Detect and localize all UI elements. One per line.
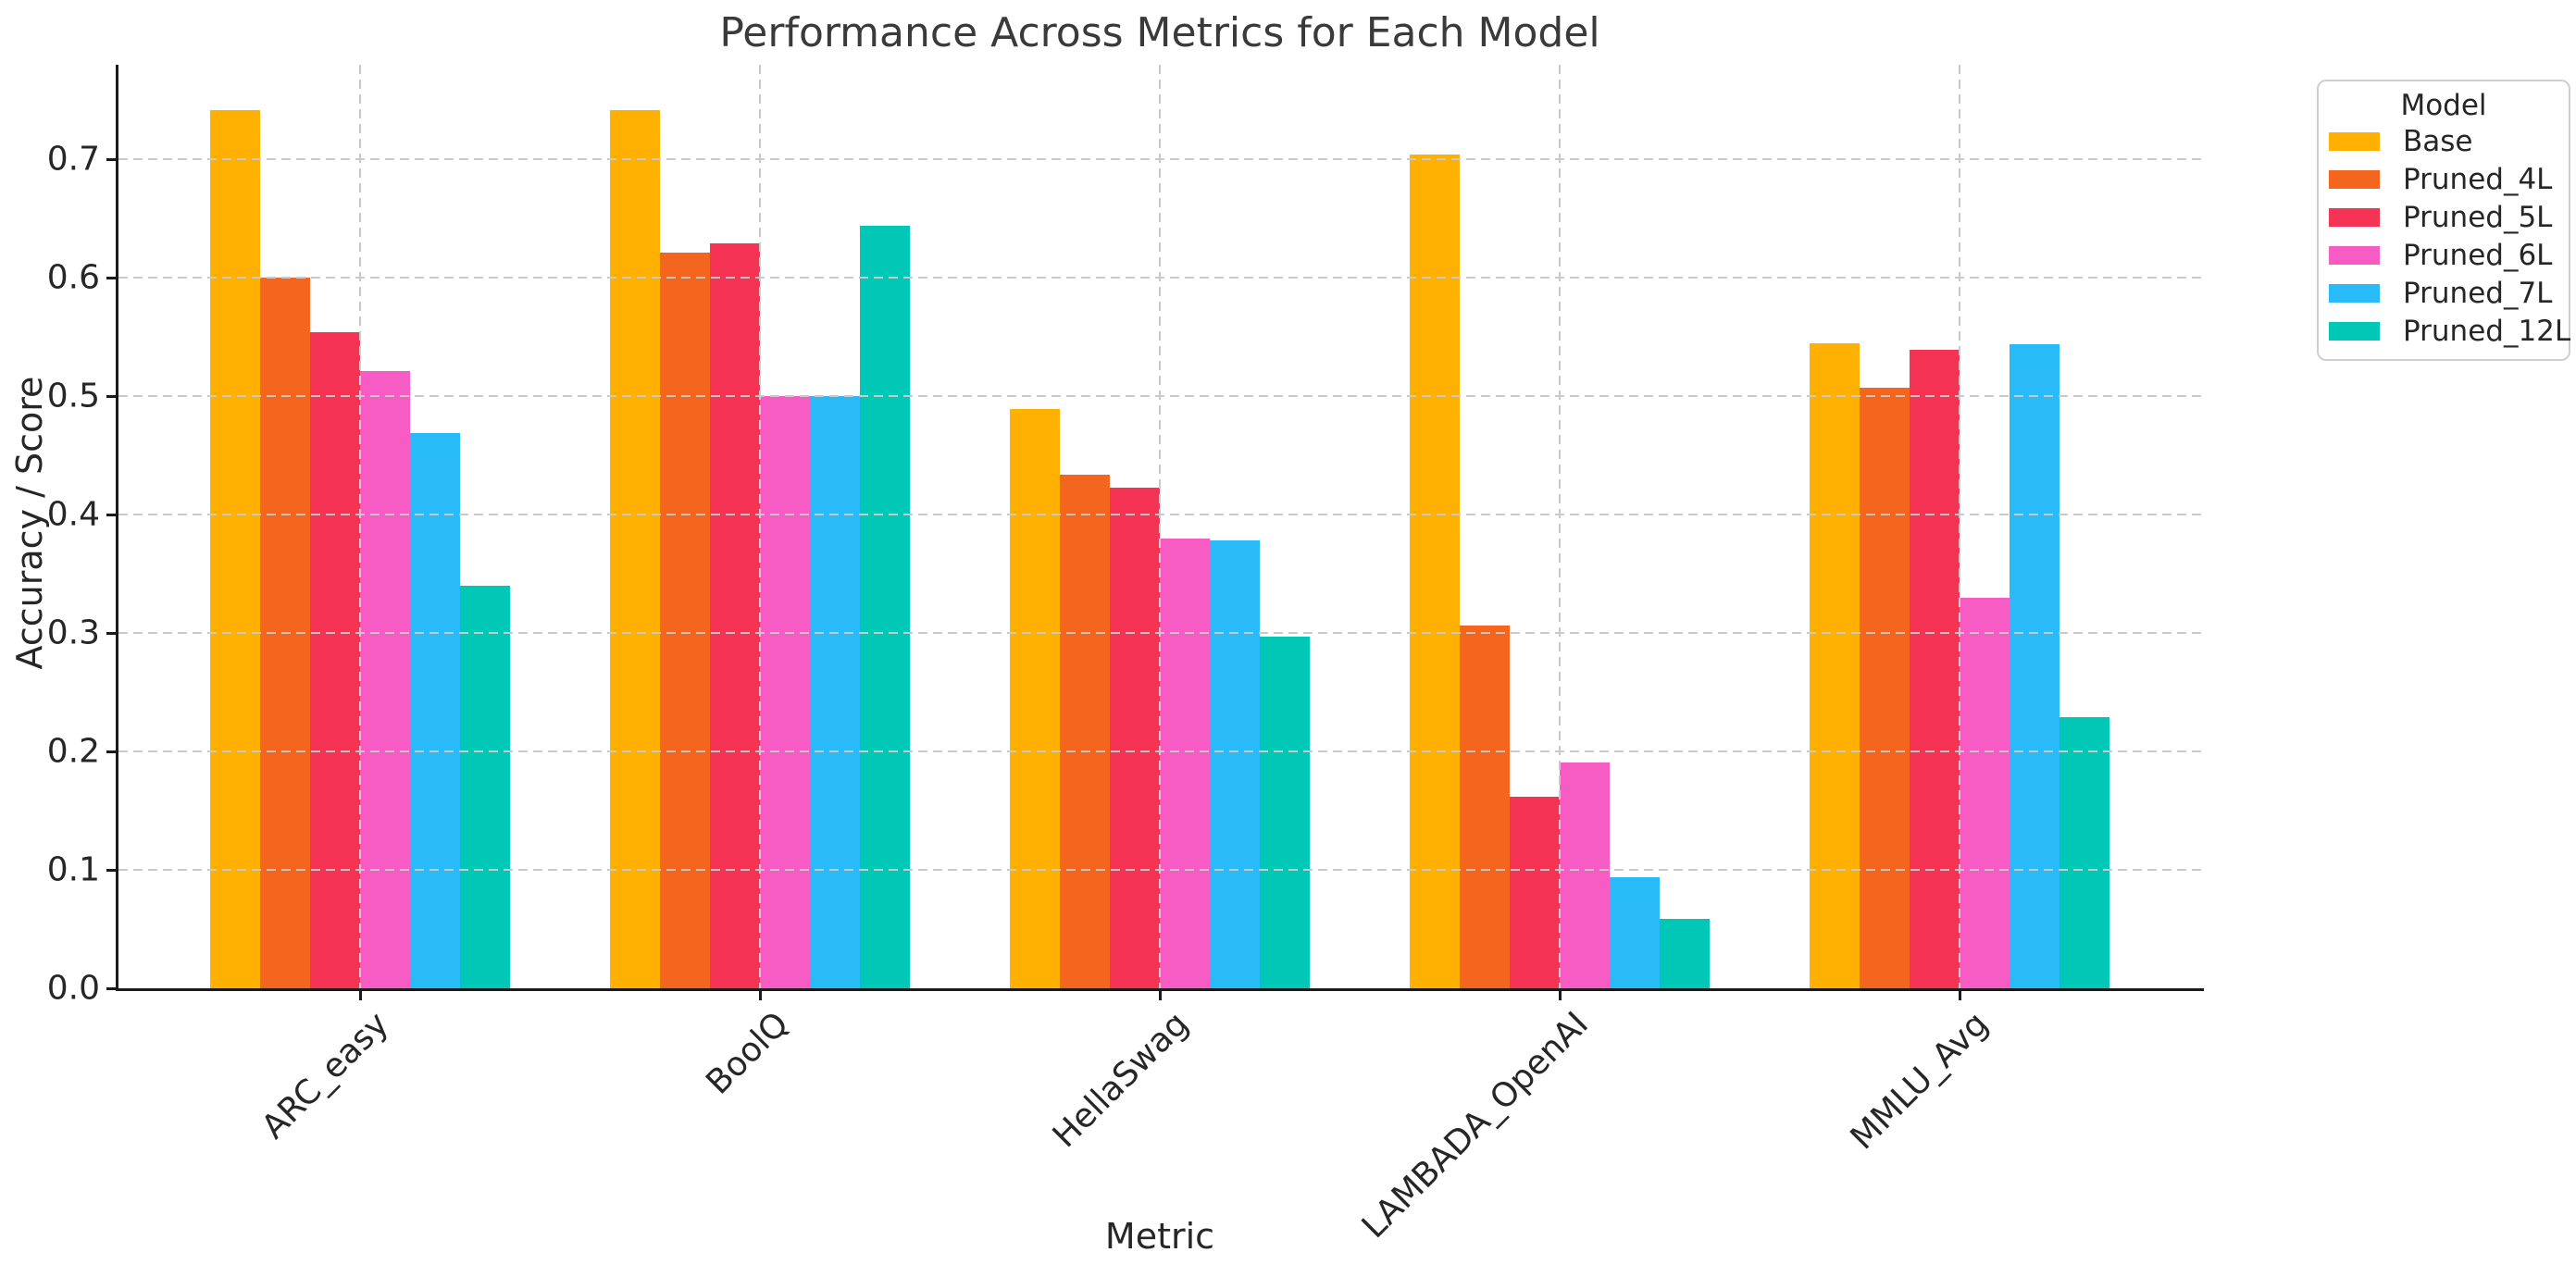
legend-item-Base: Base [2319,122,2569,160]
bar-Base-HellaSwag [1010,409,1060,988]
legend-item-Pruned_5L: Pruned_5L [2319,198,2569,236]
x-tick [758,990,762,1000]
x-tick [1558,990,1562,1000]
y-tick-label: 0.7 [46,140,100,179]
y-tick-label: 0.0 [46,969,100,1008]
y-tick-label: 0.4 [46,495,100,534]
v-gridline [1959,65,1960,988]
bar-Pruned_6L-LAMBADA_OpenAI [1560,762,1610,988]
plot-area: 0.0 0.1 0.2 0.3 0.4 0.5 0.6 0.7 ARC_easy BoolQ Hel… [47,65,2204,1246]
legend-label-Pruned_12L: Pruned_12L [2403,314,2571,348]
v-gridline [359,65,361,988]
bar-Base-BoolQ [610,110,660,988]
y-tick-label: 0.3 [46,614,100,652]
bar-Pruned_12L-MMLU_Avg [2060,717,2109,988]
bar-Base-ARC_easy [210,110,260,988]
legend-item-Pruned_4L: Pruned_4L [2319,160,2569,198]
y-tick [106,631,117,635]
chart-title: Performance Across Metrics for Each Mode… [719,9,1600,56]
y-axis-spine [116,65,118,991]
x-tick-label-ARC_easy: ARC_easy [255,1005,396,1147]
bar-Pruned_7L-MMLU_Avg [2010,344,2060,988]
bar-Pruned_5L-MMLU_Avg [1910,350,1960,988]
x-tick [1958,990,1961,1000]
bar-Pruned_7L-HellaSwag [1210,540,1260,988]
bar-Pruned_4L-LAMBADA_OpenAI [1460,626,1510,988]
legend-item-Pruned_6L: Pruned_6L [2319,236,2569,274]
legend-swatch-Pruned_5L [2329,207,2380,227]
bar-Pruned_5L-HellaSwag [1110,488,1160,988]
x-tick-label-HellaSwag: HellaSwag [1045,1005,1196,1156]
y-tick [106,868,117,872]
bar-Pruned_4L-HellaSwag [1060,475,1110,988]
bar-Pruned_5L-LAMBADA_OpenAI [1510,797,1560,988]
bar-Base-MMLU_Avg [1810,343,1860,988]
legend-item-Pruned_12L: Pruned_12L [2319,312,2571,350]
y-tick [106,276,117,279]
legend-swatch-Pruned_12L [2329,321,2380,341]
x-axis-spine [116,988,2204,991]
y-tick [106,394,117,398]
bar-Base-LAMBADA_OpenAI [1410,155,1460,988]
y-axis-label: Accuracy / Score [9,376,50,670]
x-tick [358,990,362,1000]
bar-Pruned_12L-HellaSwag [1260,637,1310,988]
bar-Pruned_7L-LAMBADA_OpenAI [1610,877,1660,988]
bar-Pruned_6L-BoolQ [760,396,810,988]
v-gridline [759,65,761,988]
bar-Pruned_7L-ARC_easy [410,433,460,988]
v-gridline [1559,65,1561,988]
legend-items: Base Pruned_4L Pruned_5L Pruned_6L Pruned_7L… [2319,122,2571,350]
legend-swatch-Base [2329,131,2380,151]
bar-Pruned_4L-BoolQ [660,253,710,988]
bar-Pruned_12L-LAMBADA_OpenAI [1660,919,1710,988]
y-tick-label: 0.2 [46,732,100,771]
legend-label-Pruned_6L: Pruned_6L [2403,238,2553,272]
bar-Pruned_6L-MMLU_Avg [1960,598,2010,988]
bar-Pruned_12L-ARC_easy [460,586,510,988]
y-tick-label: 0.1 [46,850,100,889]
bar-Pruned_7L-BoolQ [810,396,860,988]
legend-swatch-Pruned_4L [2329,169,2380,189]
x-tick-label-BoolQ: BoolQ [699,1005,796,1102]
legend-swatch-Pruned_7L [2329,283,2380,303]
legend-item-Pruned_7L: Pruned_7L [2319,274,2569,312]
y-tick [106,157,117,161]
bar-Pruned_5L-BoolQ [710,243,760,988]
y-tick-label: 0.5 [46,377,100,415]
y-tick [106,513,117,516]
legend-label-Base: Base [2403,124,2473,158]
v-gridline [1159,65,1161,988]
y-tick-label: 0.6 [46,258,100,297]
bar-Pruned_5L-ARC_easy [310,332,360,988]
bar-Pruned_12L-BoolQ [860,226,910,988]
bar-Pruned_6L-HellaSwag [1160,539,1210,988]
bar-Pruned_4L-MMLU_Avg [1860,388,1910,988]
y-tick [106,750,117,753]
y-tick [106,986,117,990]
x-tick [1158,990,1162,1000]
legend-label-Pruned_5L: Pruned_5L [2403,200,2553,234]
x-tick-label-LAMBADA_OpenAI: LAMBADA_OpenAI [1354,1005,1596,1246]
legend: Model Base Pruned_4L Pruned_5L Pruned_6L Pru… [2317,80,2570,361]
legend-label-Pruned_7L: Pruned_7L [2403,276,2553,310]
legend-label-Pruned_4L: Pruned_4L [2403,162,2553,196]
bar-Pruned_6L-ARC_easy [360,371,410,988]
x-axis-label: Metric [1104,1216,1215,1257]
legend-title: Model [2400,89,2487,122]
legend-swatch-Pruned_6L [2329,245,2380,265]
x-tick-label-MMLU_Avg: MMLU_Avg [1843,1005,1996,1158]
